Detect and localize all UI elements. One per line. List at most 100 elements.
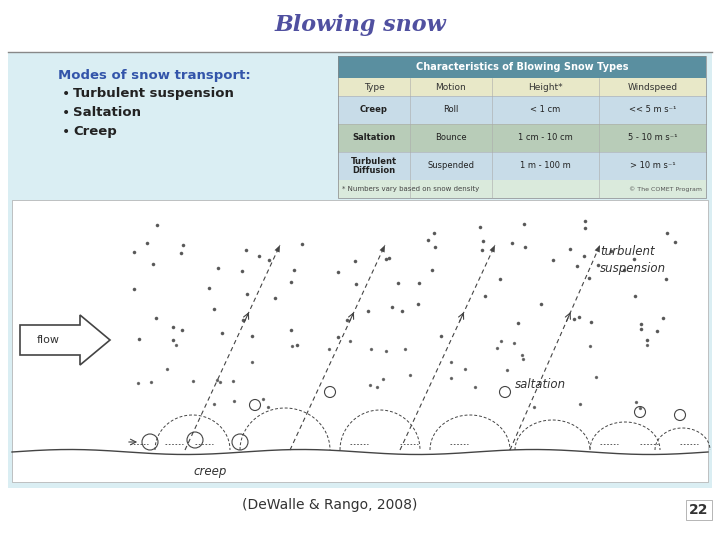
Text: 5 - 10 m s⁻¹: 5 - 10 m s⁻¹ — [628, 133, 678, 143]
Point — [381, 254, 392, 263]
Point — [618, 266, 630, 274]
Point — [161, 365, 172, 374]
Point — [170, 341, 181, 349]
Point — [269, 294, 281, 302]
Point — [323, 344, 335, 353]
Text: 22: 22 — [689, 503, 708, 517]
Text: > 10 m s⁻¹: > 10 m s⁻¹ — [630, 161, 675, 171]
Point — [574, 400, 585, 408]
Point — [285, 326, 297, 334]
Point — [351, 280, 362, 288]
Point — [590, 373, 602, 382]
Point — [150, 314, 161, 322]
Point — [635, 404, 647, 413]
Point — [477, 245, 488, 254]
Point — [377, 374, 389, 383]
Polygon shape — [20, 315, 110, 365]
Bar — [8, 52, 712, 488]
Text: Creep: Creep — [73, 125, 117, 138]
Point — [535, 300, 546, 308]
Bar — [338, 124, 706, 152]
Point — [246, 358, 258, 367]
Point — [572, 261, 583, 270]
Point — [264, 256, 275, 265]
Text: Height*: Height* — [528, 83, 563, 91]
Point — [428, 228, 439, 237]
Point — [366, 345, 377, 353]
Point — [212, 376, 223, 384]
Text: flow: flow — [37, 335, 60, 345]
Text: creep: creep — [193, 465, 227, 478]
Text: Windspeed: Windspeed — [627, 83, 678, 91]
Text: Blowing snow: Blowing snow — [274, 14, 446, 36]
Text: Turbulent suspension: Turbulent suspension — [73, 87, 234, 100]
Point — [585, 318, 596, 327]
Text: saltation: saltation — [515, 379, 566, 392]
Point — [236, 266, 248, 275]
Point — [512, 319, 523, 327]
Text: 1 m - 100 m: 1 m - 100 m — [520, 161, 571, 171]
Text: 1 cm - 10 cm: 1 cm - 10 cm — [518, 133, 573, 143]
Point — [459, 364, 470, 373]
Point — [657, 313, 668, 322]
Point — [383, 254, 395, 262]
Point — [518, 220, 530, 229]
Point — [423, 235, 434, 244]
Point — [669, 238, 680, 247]
Point — [187, 376, 199, 385]
Point — [501, 366, 513, 375]
Point — [288, 266, 300, 274]
Point — [332, 332, 343, 341]
Point — [573, 312, 585, 321]
Text: Motion: Motion — [436, 83, 467, 91]
Polygon shape — [274, 245, 280, 253]
Point — [474, 222, 486, 231]
Point — [178, 241, 189, 249]
Text: Creep: Creep — [360, 105, 388, 114]
Text: Modes of snow transport:: Modes of snow transport: — [58, 69, 251, 82]
Point — [296, 239, 307, 248]
Point — [494, 275, 505, 284]
Point — [128, 248, 140, 256]
Point — [176, 326, 188, 334]
Point — [629, 292, 641, 301]
Point — [292, 341, 303, 349]
Point — [606, 247, 617, 255]
Point — [641, 336, 652, 345]
Polygon shape — [490, 245, 495, 253]
Point — [168, 323, 179, 332]
Point — [583, 274, 595, 282]
Text: Bounce: Bounce — [435, 133, 467, 143]
Point — [518, 355, 529, 364]
Text: •: • — [62, 125, 71, 139]
Point — [176, 249, 187, 258]
Point — [392, 279, 404, 287]
Text: (DeWalle & Rango, 2008): (DeWalle & Rango, 2008) — [243, 498, 418, 512]
Point — [240, 246, 252, 254]
Point — [133, 334, 145, 343]
Point — [132, 379, 143, 387]
Point — [237, 315, 248, 324]
Point — [241, 289, 253, 298]
Point — [342, 315, 354, 324]
Point — [204, 284, 215, 293]
Point — [344, 336, 356, 345]
Polygon shape — [595, 245, 600, 253]
Bar — [686, 500, 712, 520]
Text: •: • — [62, 106, 71, 120]
Text: < 1 cm: < 1 cm — [531, 105, 561, 114]
Point — [217, 328, 228, 337]
Text: Saltation: Saltation — [73, 106, 141, 119]
Point — [495, 336, 507, 345]
Point — [445, 358, 456, 367]
Point — [579, 224, 590, 233]
Point — [635, 325, 647, 333]
Point — [548, 256, 559, 265]
Point — [445, 373, 456, 382]
Point — [145, 377, 157, 386]
Bar — [12, 200, 708, 482]
Point — [426, 265, 438, 274]
Bar — [338, 152, 706, 180]
Point — [580, 217, 591, 225]
Text: •: • — [62, 87, 71, 101]
